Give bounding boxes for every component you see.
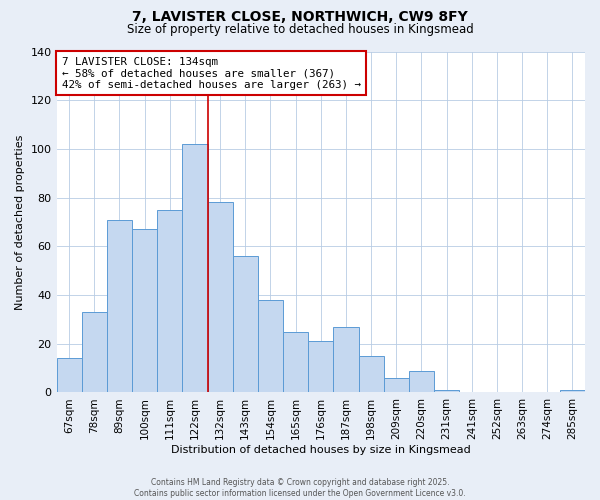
Bar	[409, 370, 434, 392]
Bar	[258, 300, 283, 392]
Bar	[383, 378, 409, 392]
Bar	[283, 332, 308, 392]
Bar	[434, 390, 459, 392]
Bar	[157, 210, 182, 392]
Bar	[82, 312, 107, 392]
Bar	[308, 342, 334, 392]
Bar	[132, 230, 157, 392]
Bar	[107, 220, 132, 392]
Text: Size of property relative to detached houses in Kingsmead: Size of property relative to detached ho…	[127, 22, 473, 36]
Bar	[182, 144, 208, 392]
Bar	[56, 358, 82, 392]
Bar	[560, 390, 585, 392]
Bar	[334, 326, 359, 392]
Bar	[208, 202, 233, 392]
Text: 7 LAVISTER CLOSE: 134sqm
← 58% of detached houses are smaller (367)
42% of semi-: 7 LAVISTER CLOSE: 134sqm ← 58% of detach…	[62, 56, 361, 90]
Bar	[233, 256, 258, 392]
X-axis label: Distribution of detached houses by size in Kingsmead: Distribution of detached houses by size …	[171, 445, 470, 455]
Text: Contains HM Land Registry data © Crown copyright and database right 2025.
Contai: Contains HM Land Registry data © Crown c…	[134, 478, 466, 498]
Text: 7, LAVISTER CLOSE, NORTHWICH, CW9 8FY: 7, LAVISTER CLOSE, NORTHWICH, CW9 8FY	[132, 10, 468, 24]
Y-axis label: Number of detached properties: Number of detached properties	[15, 134, 25, 310]
Bar	[359, 356, 383, 393]
